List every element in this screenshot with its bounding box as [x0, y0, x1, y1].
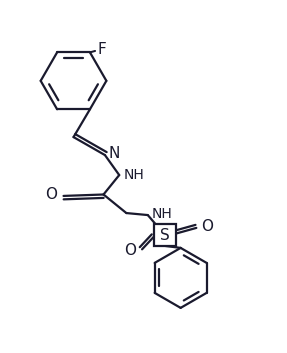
Text: NH: NH: [152, 207, 173, 221]
Text: O: O: [45, 187, 57, 202]
Text: N: N: [109, 146, 120, 161]
Bar: [154, 224, 176, 246]
Text: NH: NH: [123, 168, 144, 181]
Text: S: S: [160, 228, 170, 243]
Text: O: O: [124, 243, 136, 258]
Text: O: O: [201, 219, 214, 234]
Text: F: F: [97, 42, 106, 57]
